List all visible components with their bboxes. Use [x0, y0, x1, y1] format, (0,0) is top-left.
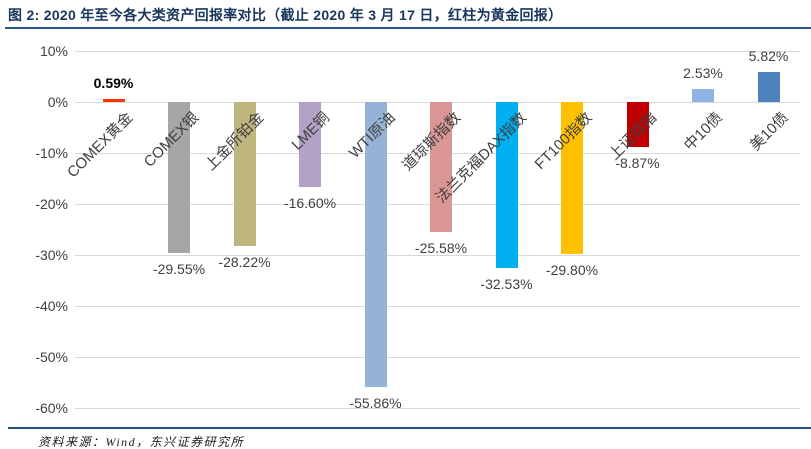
gridline--30 — [75, 255, 800, 256]
gridline--50 — [75, 357, 800, 358]
y-axis-tick-label: -60% — [35, 400, 68, 416]
bar-comex-silver — [168, 102, 190, 253]
y-axis-tick-label: -10% — [35, 145, 68, 161]
bar-us-10y-bond — [757, 72, 780, 102]
value-label-wti-crude: -55.86% — [349, 394, 402, 411]
asset-returns-bar-chart: 10% 0% -10% -20% -30% -40% -50% -60% COMEX黄金 0.59… — [0, 34, 811, 424]
value-label-china-10y-bond: 2.53% — [683, 65, 723, 82]
gridline--60 — [75, 408, 800, 409]
y-axis-tick-label: -30% — [35, 247, 68, 263]
title-divider — [5, 27, 811, 29]
bar-lme-copper — [299, 102, 321, 187]
y-axis-tick-label: -20% — [35, 196, 68, 212]
figure-title: 图 2: 2020 年至今各大类资产回报率对比（截止 2020 年 3 月 17… — [8, 7, 563, 23]
y-axis-tick-label: 0% — [47, 94, 68, 110]
gridline--40 — [75, 306, 800, 307]
value-label-dow-jones: -25.58% — [414, 240, 468, 257]
gridline-10 — [75, 51, 800, 52]
bar-china-10y-bond — [692, 89, 714, 102]
source-note: 资料来源：Wind，东兴证券研究所 — [38, 435, 245, 449]
y-axis-tick-label: -40% — [35, 298, 68, 314]
bar-dax-index — [495, 102, 518, 268]
category-label-comex-gold: COMEX黄金 — [64, 109, 137, 182]
y-axis-tick-label: -50% — [35, 349, 68, 365]
value-label-comex-silver: -29.55% — [152, 260, 206, 277]
value-label-dax-index: -32.53% — [480, 275, 533, 292]
footer-divider — [8, 427, 811, 429]
y-axis-tick-label: 10% — [39, 43, 68, 59]
bar-dow-jones — [430, 102, 452, 233]
value-label-lme-copper: -16.60% — [283, 194, 337, 211]
value-label-us-10y-bond: 5.82% — [748, 48, 789, 65]
bar-wti-crude — [364, 102, 387, 387]
bar-comex-gold — [102, 98, 125, 102]
bar-sge-platinum — [233, 102, 256, 246]
bar-ft100-index — [561, 102, 583, 254]
bar-sse-composite — [626, 102, 649, 148]
category-label-us-10y-bond: 美10债 — [746, 109, 792, 155]
value-label-ft100-index: -29.80% — [545, 261, 599, 278]
value-label-sge-platinum: -28.22% — [218, 253, 271, 270]
category-label-china-10y-bond: 中10债 — [681, 109, 727, 155]
value-label-comex-gold: 0.59% — [93, 74, 134, 91]
value-label-sse-composite: -8.87% — [615, 155, 660, 172]
